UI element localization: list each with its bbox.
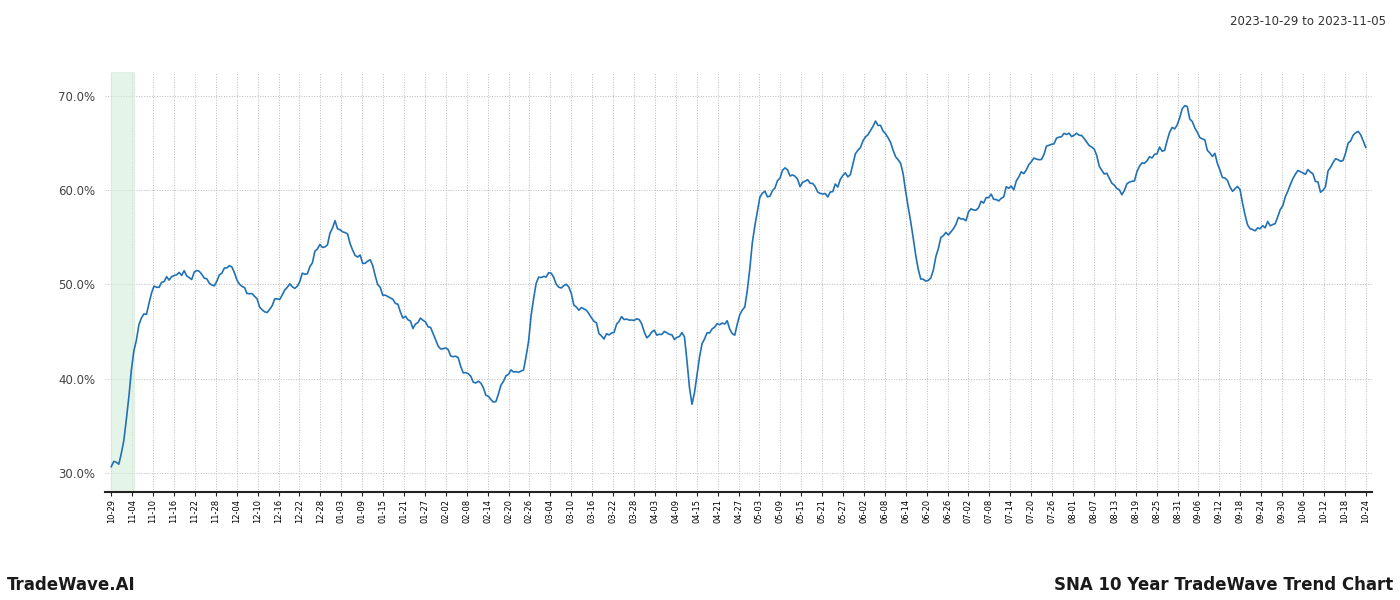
Text: 2023-10-29 to 2023-11-05: 2023-10-29 to 2023-11-05 [1231, 15, 1386, 28]
Bar [111, 72, 134, 492]
Text: SNA 10 Year TradeWave Trend Chart: SNA 10 Year TradeWave Trend Chart [1054, 576, 1393, 594]
Text: TradeWave.AI: TradeWave.AI [7, 576, 136, 594]
